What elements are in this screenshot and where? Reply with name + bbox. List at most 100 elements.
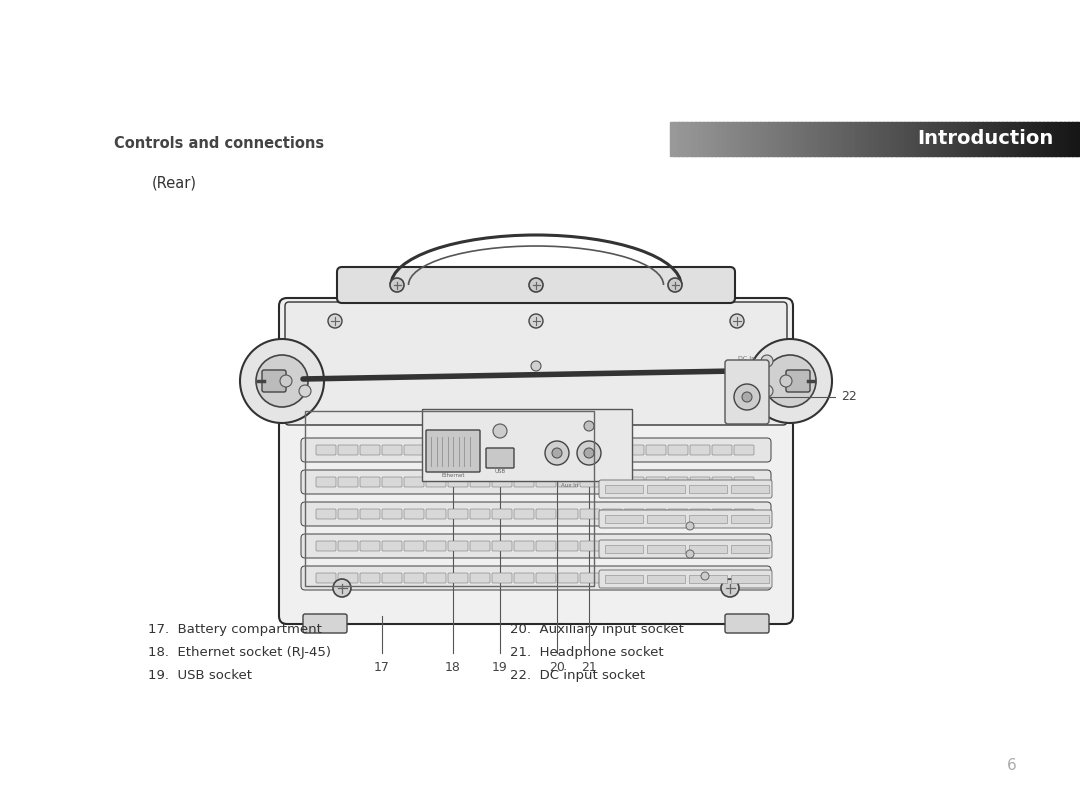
Text: (Rear): (Rear): [152, 176, 197, 191]
FancyBboxPatch shape: [301, 502, 771, 526]
Bar: [945, 122, 949, 156]
Text: 19: 19: [492, 661, 508, 674]
Bar: [986, 122, 990, 156]
FancyBboxPatch shape: [712, 509, 732, 519]
FancyBboxPatch shape: [337, 267, 735, 303]
Circle shape: [742, 392, 752, 402]
FancyBboxPatch shape: [382, 541, 402, 551]
Circle shape: [584, 448, 594, 458]
Bar: [689, 545, 727, 553]
Text: 6: 6: [1008, 758, 1017, 774]
Bar: [850, 122, 855, 156]
FancyBboxPatch shape: [669, 477, 688, 487]
FancyBboxPatch shape: [426, 573, 446, 583]
FancyBboxPatch shape: [338, 509, 357, 519]
Bar: [920, 122, 926, 156]
Circle shape: [577, 441, 600, 465]
Circle shape: [328, 314, 342, 328]
FancyBboxPatch shape: [448, 541, 468, 551]
FancyBboxPatch shape: [712, 445, 732, 455]
FancyBboxPatch shape: [599, 570, 772, 588]
FancyBboxPatch shape: [448, 445, 468, 455]
Bar: [1039, 122, 1044, 156]
Bar: [674, 122, 679, 156]
Bar: [690, 122, 696, 156]
FancyBboxPatch shape: [360, 509, 380, 519]
Bar: [1043, 122, 1049, 156]
Bar: [731, 575, 769, 583]
Bar: [989, 122, 995, 156]
FancyBboxPatch shape: [624, 541, 644, 551]
FancyBboxPatch shape: [470, 445, 490, 455]
FancyBboxPatch shape: [734, 573, 754, 583]
FancyBboxPatch shape: [536, 509, 556, 519]
Text: 20: 20: [549, 661, 565, 674]
FancyBboxPatch shape: [646, 509, 666, 519]
Bar: [1059, 122, 1065, 156]
FancyBboxPatch shape: [536, 445, 556, 455]
FancyBboxPatch shape: [382, 573, 402, 583]
Bar: [982, 122, 987, 156]
FancyBboxPatch shape: [669, 573, 688, 583]
FancyBboxPatch shape: [426, 509, 446, 519]
Bar: [1018, 122, 1024, 156]
FancyBboxPatch shape: [338, 477, 357, 487]
Bar: [870, 122, 876, 156]
FancyBboxPatch shape: [690, 477, 710, 487]
FancyBboxPatch shape: [599, 480, 772, 498]
Bar: [1014, 122, 1020, 156]
FancyBboxPatch shape: [426, 477, 446, 487]
Bar: [895, 122, 901, 156]
Bar: [765, 122, 769, 156]
Text: Introduction: Introduction: [917, 130, 1053, 148]
FancyBboxPatch shape: [514, 445, 534, 455]
FancyBboxPatch shape: [360, 477, 380, 487]
FancyBboxPatch shape: [492, 541, 512, 551]
Bar: [422, 409, 632, 481]
Bar: [822, 122, 827, 156]
Bar: [793, 122, 798, 156]
Bar: [924, 122, 929, 156]
Bar: [859, 122, 864, 156]
FancyBboxPatch shape: [558, 477, 578, 487]
Bar: [908, 122, 913, 156]
Circle shape: [686, 550, 694, 558]
Bar: [605, 485, 643, 493]
Bar: [707, 122, 712, 156]
FancyBboxPatch shape: [558, 509, 578, 519]
Bar: [936, 122, 942, 156]
Text: 18.  Ethernet socket (RJ-45): 18. Ethernet socket (RJ-45): [148, 646, 330, 659]
Bar: [703, 122, 707, 156]
Text: Controls and connections: Controls and connections: [114, 136, 324, 151]
FancyBboxPatch shape: [492, 509, 512, 519]
Text: 22.  DC input socket: 22. DC input socket: [510, 669, 645, 682]
Circle shape: [730, 314, 744, 328]
FancyBboxPatch shape: [316, 509, 336, 519]
Bar: [711, 122, 716, 156]
FancyBboxPatch shape: [786, 370, 810, 392]
Bar: [605, 545, 643, 553]
Text: Ethernet: Ethernet: [442, 473, 464, 478]
Text: 22: 22: [841, 391, 856, 404]
FancyBboxPatch shape: [514, 541, 534, 551]
FancyBboxPatch shape: [404, 509, 424, 519]
Text: 21.  Headphone socket: 21. Headphone socket: [510, 646, 663, 659]
FancyBboxPatch shape: [470, 477, 490, 487]
FancyBboxPatch shape: [470, 509, 490, 519]
Bar: [863, 122, 868, 156]
Bar: [683, 122, 687, 156]
FancyBboxPatch shape: [712, 477, 732, 487]
Bar: [1064, 122, 1069, 156]
FancyBboxPatch shape: [712, 541, 732, 551]
FancyBboxPatch shape: [734, 509, 754, 519]
Bar: [728, 122, 732, 156]
Bar: [735, 122, 741, 156]
FancyBboxPatch shape: [602, 477, 622, 487]
FancyBboxPatch shape: [404, 477, 424, 487]
FancyBboxPatch shape: [690, 541, 710, 551]
Bar: [949, 122, 954, 156]
Text: 19.  USB socket: 19. USB socket: [148, 669, 252, 682]
FancyBboxPatch shape: [646, 445, 666, 455]
Bar: [1027, 122, 1031, 156]
Text: Aux In: Aux In: [562, 483, 579, 488]
